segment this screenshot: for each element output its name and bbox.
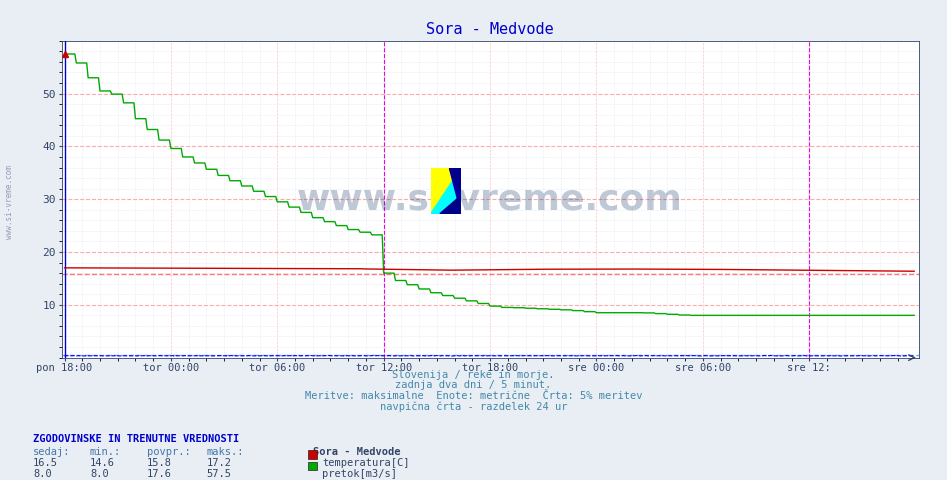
Text: www.si-vreme.com: www.si-vreme.com: [297, 182, 683, 216]
Text: maks.:: maks.:: [206, 447, 244, 457]
Polygon shape: [431, 168, 461, 214]
Polygon shape: [449, 168, 461, 214]
Text: sedaj:: sedaj:: [33, 447, 71, 457]
Text: zadnja dva dni / 5 minut.: zadnja dva dni / 5 minut.: [396, 380, 551, 390]
Text: 57.5: 57.5: [206, 469, 231, 480]
Text: 17.6: 17.6: [147, 469, 171, 480]
Polygon shape: [449, 168, 461, 195]
Text: min.:: min.:: [90, 447, 121, 457]
Text: Meritve: maksimalne  Enote: metrične  Črta: 5% meritev: Meritve: maksimalne Enote: metrične Črta…: [305, 391, 642, 401]
Text: navpična črta - razdelek 24 ur: navpična črta - razdelek 24 ur: [380, 401, 567, 412]
Text: 8.0: 8.0: [90, 469, 109, 480]
Polygon shape: [440, 195, 461, 214]
Text: povpr.:: povpr.:: [147, 447, 190, 457]
Text: www.si-vreme.com: www.si-vreme.com: [5, 165, 14, 239]
Polygon shape: [440, 195, 461, 214]
Text: Slovenija / reke in morje.: Slovenija / reke in morje.: [392, 370, 555, 380]
Text: 8.0: 8.0: [33, 469, 52, 480]
Text: temperatura[C]: temperatura[C]: [322, 458, 409, 468]
Text: pretok[m3/s]: pretok[m3/s]: [322, 469, 397, 480]
Text: 17.2: 17.2: [206, 458, 231, 468]
Text: ZGODOVINSKE IN TRENUTNE VREDNOSTI: ZGODOVINSKE IN TRENUTNE VREDNOSTI: [33, 434, 240, 444]
Title: Sora - Medvode: Sora - Medvode: [426, 22, 554, 37]
Text: 14.6: 14.6: [90, 458, 115, 468]
Polygon shape: [431, 168, 461, 214]
Text: 15.8: 15.8: [147, 458, 171, 468]
Text: 16.5: 16.5: [33, 458, 58, 468]
Text: Sora - Medvode: Sora - Medvode: [313, 447, 400, 457]
